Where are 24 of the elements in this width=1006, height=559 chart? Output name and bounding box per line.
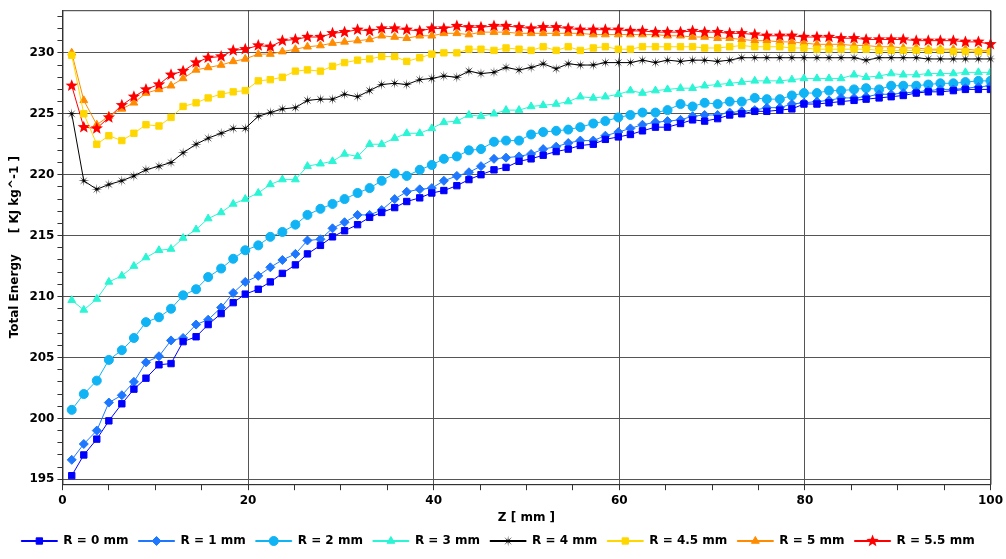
y-tick-label: 210 xyxy=(29,288,55,303)
y-axis-title: Total Energy [ KJ kg^-1 ] xyxy=(7,156,22,339)
legend-label: R = 4 mm xyxy=(532,533,598,548)
y-tick-label: 205 xyxy=(29,349,55,364)
legend-label: R = 5.5 mm xyxy=(896,533,975,548)
legend-label: R = 0 mm xyxy=(63,533,129,548)
x-tick-label: 0 xyxy=(58,492,67,507)
legend-label: R = 5 mm xyxy=(779,533,845,548)
y-tick-label: 220 xyxy=(29,166,55,181)
x-tick-label: 100 xyxy=(977,492,1004,507)
x-tick-label: 40 xyxy=(425,492,443,507)
y-tick-label: 230 xyxy=(29,44,55,59)
legend-label: R = 3 mm xyxy=(414,533,481,548)
x-axis-title: Z [ mm ] xyxy=(497,509,556,524)
y-tick-label: 200 xyxy=(29,410,55,425)
x-tick-label: 60 xyxy=(610,492,628,507)
legend-label: R = 2 mm xyxy=(297,533,363,548)
legend-label: R = 1 mm xyxy=(180,533,246,548)
x-tick-label: 20 xyxy=(239,492,257,507)
legend-label: R = 4.5 mm xyxy=(649,533,728,548)
y-tick-label: 215 xyxy=(29,227,55,242)
y-tick-label: 195 xyxy=(29,471,55,486)
x-tick-label: 80 xyxy=(796,492,814,507)
y-tick-label: 225 xyxy=(29,105,55,120)
